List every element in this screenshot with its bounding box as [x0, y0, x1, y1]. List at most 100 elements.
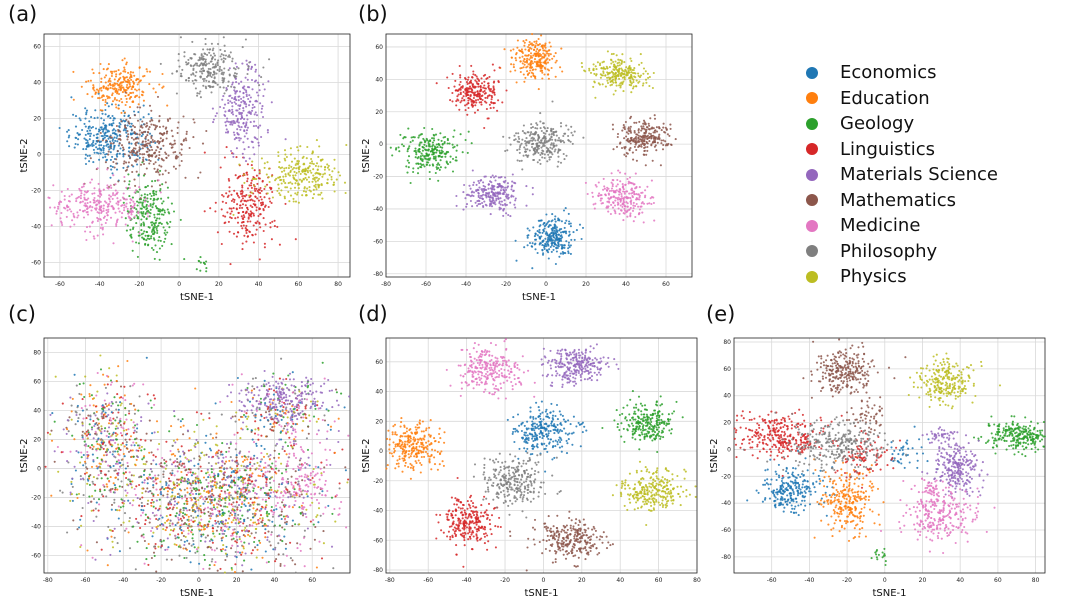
point: [243, 129, 246, 132]
point: [559, 237, 562, 240]
point: [567, 241, 570, 244]
point: [616, 183, 619, 186]
point: [615, 54, 618, 57]
point: [74, 423, 77, 426]
point: [89, 384, 92, 387]
point: [106, 102, 109, 105]
point: [140, 233, 143, 236]
point: [124, 223, 127, 226]
point: [523, 246, 526, 249]
point: [147, 155, 151, 158]
point: [79, 518, 82, 521]
point: [97, 97, 100, 100]
point: [610, 62, 613, 65]
point: [123, 68, 126, 71]
point: [204, 43, 207, 46]
point: [134, 88, 137, 91]
point: [532, 48, 536, 51]
point: [550, 238, 553, 241]
point: [504, 195, 508, 198]
x-axis-label: tSNE-1: [522, 292, 556, 303]
point: [267, 205, 270, 209]
point: [96, 219, 99, 223]
point: [241, 227, 244, 230]
point: [451, 91, 454, 95]
point: [472, 91, 475, 94]
point: [129, 228, 132, 231]
point: [114, 183, 117, 186]
point: [246, 177, 249, 180]
point: [640, 202, 643, 205]
point: [540, 139, 543, 142]
point: [253, 169, 256, 172]
point: [122, 197, 125, 200]
point: [162, 125, 165, 128]
point: [246, 220, 249, 223]
point: [140, 124, 143, 127]
point: [526, 155, 529, 159]
point: [529, 64, 532, 67]
point: [222, 79, 225, 83]
point: [131, 240, 134, 243]
point: [100, 415, 103, 418]
point: [164, 181, 167, 184]
point: [145, 239, 148, 242]
y-tick-label: -40: [31, 524, 41, 531]
point: [123, 499, 126, 503]
point: [129, 216, 132, 219]
point: [61, 223, 64, 227]
point: [144, 137, 147, 140]
point: [643, 153, 646, 156]
point: [448, 142, 451, 145]
point: [105, 74, 108, 77]
point: [214, 114, 217, 118]
point: [674, 138, 677, 141]
point: [143, 215, 146, 218]
point: [522, 66, 525, 69]
point: [165, 221, 168, 224]
point: [164, 229, 167, 232]
x-tick-label: 40: [255, 281, 263, 288]
point: [526, 227, 529, 230]
point: [546, 232, 549, 235]
point: [439, 132, 442, 135]
point: [563, 244, 566, 247]
point: [248, 157, 251, 160]
point: [643, 149, 646, 153]
x-tick-label: -40: [461, 281, 471, 288]
point: [162, 144, 165, 147]
point: [469, 98, 472, 101]
point: [660, 139, 663, 142]
point: [166, 231, 169, 234]
point: [648, 84, 651, 88]
point: [83, 190, 86, 193]
point: [108, 123, 111, 127]
point: [539, 162, 542, 165]
point: [500, 175, 503, 179]
point: [138, 133, 141, 136]
point: [436, 149, 439, 152]
point: [211, 107, 214, 110]
point: [106, 203, 110, 206]
point: [239, 137, 242, 140]
point: [131, 153, 134, 156]
point: [666, 133, 669, 136]
point: [541, 231, 544, 234]
point: [630, 71, 633, 74]
point: [418, 143, 421, 146]
point: [662, 143, 665, 147]
point: [225, 89, 228, 92]
point: [330, 178, 333, 181]
point: [235, 235, 238, 238]
point: [524, 61, 527, 64]
point: [468, 184, 471, 187]
point: [561, 70, 564, 73]
point: [129, 91, 132, 95]
point: [458, 108, 461, 111]
point: [255, 124, 258, 127]
point: [557, 155, 560, 158]
point: [544, 54, 547, 57]
point: [294, 192, 297, 195]
point: [632, 69, 635, 72]
point: [237, 67, 240, 70]
